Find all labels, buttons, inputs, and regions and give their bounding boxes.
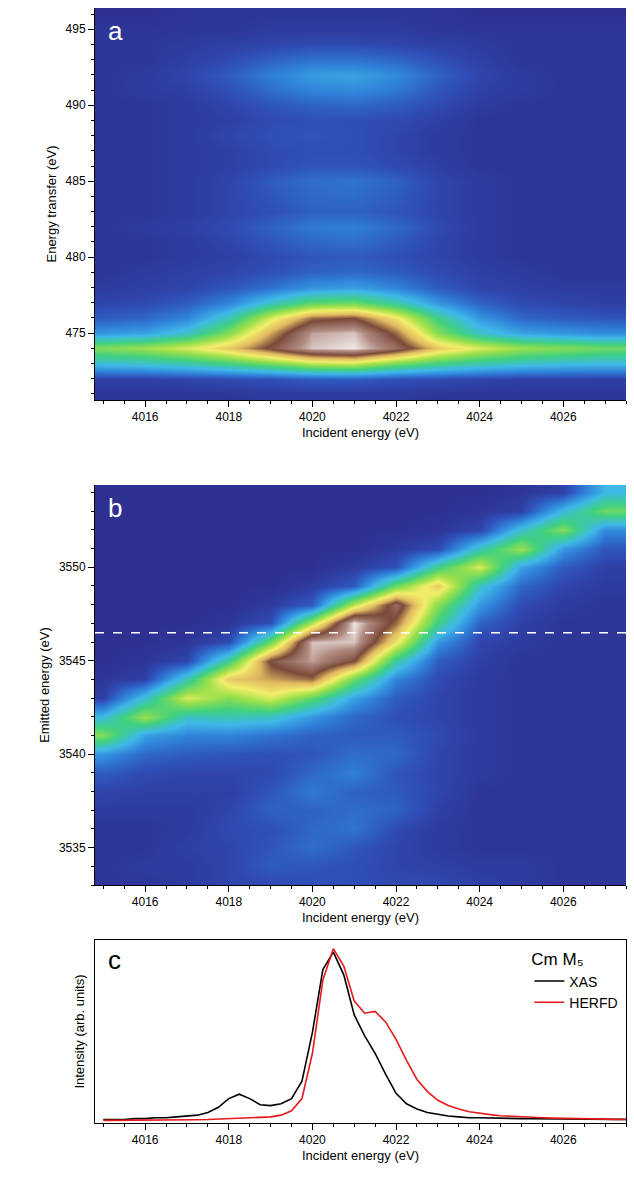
svg-text:475: 475: [66, 326, 86, 340]
svg-text:3545: 3545: [59, 654, 86, 668]
svg-text:Energy transfer (eV): Energy transfer (eV): [44, 145, 59, 262]
svg-text:3540: 3540: [59, 747, 86, 761]
svg-text:4026: 4026: [550, 410, 577, 424]
svg-text:Incident energy (eV): Incident energy (eV): [302, 1148, 419, 1163]
svg-text:XAS: XAS: [569, 974, 597, 990]
svg-text:c: c: [108, 945, 121, 975]
svg-text:490: 490: [66, 98, 86, 112]
svg-text:HERFD: HERFD: [569, 995, 617, 1011]
svg-text:4020: 4020: [299, 410, 326, 424]
svg-text:4016: 4016: [132, 410, 159, 424]
svg-text:Incident energy (eV): Incident energy (eV): [302, 425, 419, 440]
svg-text:495: 495: [66, 22, 86, 36]
svg-text:Cm M₅: Cm M₅: [531, 950, 583, 969]
svg-text:4020: 4020: [299, 895, 326, 909]
svg-text:4020: 4020: [299, 1133, 326, 1147]
svg-text:4022: 4022: [383, 1133, 410, 1147]
svg-text:485: 485: [66, 174, 86, 188]
svg-text:4018: 4018: [215, 895, 242, 909]
svg-text:4018: 4018: [215, 1133, 242, 1147]
svg-text:480: 480: [66, 250, 86, 264]
svg-text:4024: 4024: [466, 410, 493, 424]
svg-text:b: b: [108, 493, 122, 523]
svg-text:4026: 4026: [550, 895, 577, 909]
svg-text:3535: 3535: [59, 841, 86, 855]
svg-text:Incident energy (eV): Incident energy (eV): [302, 910, 419, 925]
svg-text:3550: 3550: [59, 560, 86, 574]
svg-text:4016: 4016: [132, 1133, 159, 1147]
svg-text:Emitted energy (eV): Emitted energy (eV): [37, 627, 52, 743]
svg-text:4022: 4022: [383, 895, 410, 909]
svg-text:a: a: [108, 16, 123, 46]
svg-text:4024: 4024: [466, 895, 493, 909]
svg-text:4018: 4018: [215, 410, 242, 424]
svg-text:4024: 4024: [466, 1133, 493, 1147]
svg-text:Intensity (arb. units): Intensity (arb. units): [72, 974, 87, 1088]
svg-text:4016: 4016: [132, 895, 159, 909]
svg-text:4022: 4022: [383, 410, 410, 424]
svg-text:4026: 4026: [550, 1133, 577, 1147]
